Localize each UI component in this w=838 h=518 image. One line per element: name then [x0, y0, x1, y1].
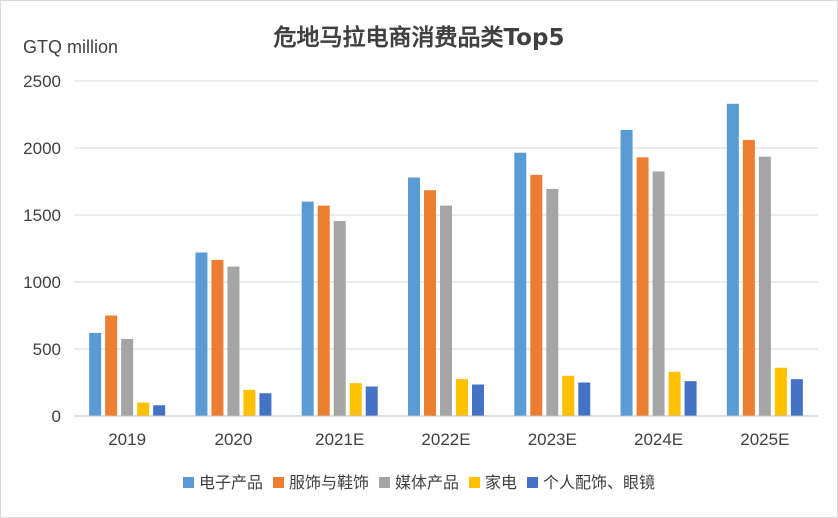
bar: [137, 402, 150, 416]
legend-swatch: [183, 477, 194, 488]
y-tick-label: 0: [52, 407, 61, 426]
bar: [530, 174, 543, 416]
x-axis-ticks: 2019 2020 2021E 2022E 2023E 2024E 2025E: [108, 430, 789, 449]
bar: [668, 371, 681, 416]
y-tick-label: 2000: [23, 139, 61, 158]
legend-swatch: [469, 477, 480, 488]
y-axis-unit-label: GTQ million: [23, 37, 118, 57]
bar: [243, 389, 256, 416]
legend-swatch: [527, 477, 538, 488]
bar: [105, 315, 118, 416]
x-tick-label: 2021E: [315, 430, 364, 449]
bar: [620, 129, 633, 416]
bar: [317, 205, 330, 416]
legend-label: 媒体产品: [395, 473, 459, 492]
bar: [726, 103, 739, 416]
bar: [89, 332, 102, 416]
legend-label: 服饰与鞋饰: [289, 473, 369, 492]
bar: [424, 190, 436, 416]
chart-title: 危地马拉电商消费品类Top5: [274, 24, 565, 51]
y-tick-label: 500: [33, 340, 61, 359]
legend-swatch: [379, 477, 390, 488]
x-tick-label: 2019: [108, 430, 146, 449]
x-tick-label: 2024E: [634, 430, 683, 449]
legend-label: 个人配饰、眼镜: [543, 473, 655, 492]
bar: [121, 338, 134, 416]
bar: [636, 157, 649, 416]
bar: [259, 393, 272, 416]
x-tick-label: 2023E: [528, 430, 577, 449]
bar: [546, 188, 559, 416]
bar: [227, 266, 240, 416]
y-tick-label: 1000: [23, 273, 61, 292]
bar: [365, 386, 378, 416]
x-tick-label: 2022E: [421, 430, 470, 449]
bar: [153, 405, 166, 416]
legend-swatch: [273, 477, 284, 488]
bar: [408, 177, 420, 416]
bar: [349, 383, 362, 416]
bar: [652, 171, 665, 416]
bars: [89, 103, 803, 416]
bar: [514, 152, 527, 416]
x-tick-label: 2020: [215, 430, 253, 449]
bar: [440, 205, 452, 416]
bar: [301, 201, 314, 416]
bar: [758, 156, 771, 416]
bar: [790, 379, 803, 416]
legend-label: 家电: [485, 473, 517, 492]
bar: [774, 367, 787, 416]
y-axis-ticks: 0 500 1000 1500 2000 2500: [23, 72, 61, 426]
bar: [472, 384, 484, 416]
bar: [562, 375, 575, 416]
bar: [684, 381, 697, 416]
bar: [456, 379, 468, 416]
y-tick-label: 2500: [23, 72, 61, 91]
bar: [211, 259, 224, 416]
bar: [195, 252, 208, 416]
bar: [333, 221, 346, 416]
legend-label: 电子产品: [199, 473, 263, 492]
y-tick-label: 1500: [23, 206, 61, 225]
bar: [742, 139, 755, 416]
x-tick-label: 2025E: [740, 430, 789, 449]
bar: [578, 382, 591, 416]
legend: 电子产品 服饰与鞋饰 媒体产品 家电 个人配饰、眼镜: [183, 473, 655, 492]
